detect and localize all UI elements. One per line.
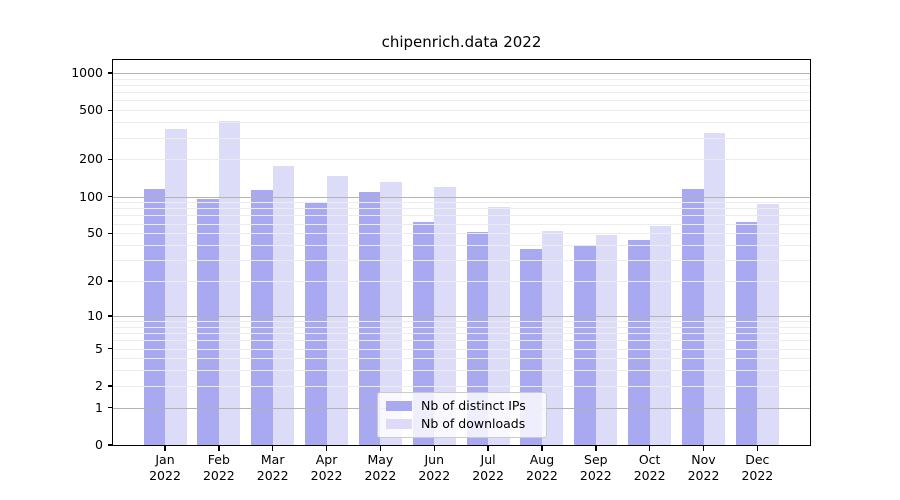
bar-downloads-jul — [488, 207, 510, 445]
bar-ips-feb — [197, 198, 219, 445]
y-tick-mark-50 — [108, 232, 112, 235]
x-tick-mark-feb — [218, 446, 220, 451]
bar-ips-oct — [628, 240, 650, 445]
legend-swatch-downloads — [386, 418, 412, 429]
legend-swatch-distinct-ips — [386, 401, 412, 412]
gridline-minor-900 — [113, 78, 810, 80]
bar-downloads-mar — [272, 165, 295, 445]
x-tick-mark-sep — [595, 446, 597, 451]
gridline-minor-600 — [113, 100, 810, 102]
y-tick-label-500: 500 — [79, 102, 103, 118]
y-tick-mark-10 — [108, 315, 112, 317]
gridline-minor-700 — [113, 92, 810, 94]
legend-label-downloads: Nb of downloads — [421, 415, 526, 431]
x-tick-label-oct: Oct 2022 — [633, 452, 666, 483]
x-tick-mark-jan — [164, 446, 166, 451]
x-tick-mark-apr — [325, 446, 328, 451]
x-tick-mark-jul — [487, 446, 489, 451]
bar-downloads-dec — [757, 203, 779, 445]
bar-ips-sep — [574, 245, 596, 445]
bar-downloads-jan — [165, 128, 187, 445]
legend: Nb of distinct IPs Nb of downloads — [377, 392, 547, 438]
bar-ips-apr — [305, 202, 327, 445]
y-tick-label-20: 20 — [87, 273, 103, 289]
x-tick-label-dec: Dec 2022 — [741, 452, 774, 483]
y-tick-label-100: 100 — [79, 188, 103, 204]
legend-label-distinct-ips: Nb of distinct IPs — [421, 398, 526, 414]
chart-title: chipenrich.data 2022 — [381, 33, 542, 51]
y-tick-label-1000: 1000 — [71, 65, 103, 80]
y-tick-label-1: 1 — [95, 399, 103, 415]
y-tick-label-10: 10 — [87, 307, 103, 323]
bar-ips-may — [358, 192, 381, 445]
x-tick-label-jul: Jul 2022 — [472, 452, 504, 483]
x-tick-label-may: May 2022 — [364, 452, 397, 483]
bar-downloads-apr — [326, 175, 349, 445]
x-tick-label-sep: Sep 2022 — [579, 452, 612, 483]
legend-item-downloads: Nb of downloads — [386, 415, 538, 431]
x-tick-label-aug: Aug 2022 — [526, 452, 558, 483]
x-tick-mark-jun — [433, 446, 435, 451]
bar-downloads-oct — [649, 226, 672, 445]
bar-ips-dec — [735, 221, 758, 445]
gridline-minor-500 — [113, 110, 810, 112]
bar-downloads-aug — [541, 231, 564, 445]
bar-downloads-nov — [703, 132, 725, 445]
bar-downloads-may — [380, 182, 402, 445]
y-tick-mark-2 — [108, 385, 112, 387]
gridline-minor-400 — [113, 122, 810, 124]
legend-item-distinct-ips: Nb of distinct IPs — [386, 399, 538, 413]
y-tick-label-200: 200 — [79, 151, 103, 167]
x-tick-mark-may — [379, 446, 382, 451]
bar-ips-jul — [466, 232, 489, 445]
bar-downloads-feb — [218, 120, 241, 445]
x-tick-label-mar: Mar 2022 — [256, 452, 289, 483]
y-tick-label-50: 50 — [87, 225, 103, 241]
y-tick-label-5: 5 — [95, 340, 103, 356]
gridline-major-1000 — [113, 73, 810, 74]
y-tick-label-0: 0 — [95, 437, 103, 452]
bar-ips-nov — [682, 189, 704, 445]
x-tick-mark-nov — [702, 446, 705, 451]
y-tick-mark-500 — [108, 109, 112, 112]
x-tick-label-feb: Feb 2022 — [202, 452, 235, 483]
y-tick-mark-20 — [108, 280, 112, 282]
plot-area — [113, 60, 810, 445]
x-tick-mark-aug — [541, 446, 543, 451]
x-tick-mark-mar — [271, 446, 274, 451]
x-tick-label-jun: Jun 2022 — [418, 452, 451, 483]
y-tick-mark-200 — [108, 158, 112, 161]
y-tick-mark-1 — [108, 406, 112, 409]
x-tick-label-nov: Nov 2022 — [687, 452, 720, 483]
x-tick-mark-dec — [756, 446, 759, 451]
bar-ips-jan — [143, 189, 165, 445]
bar-ips-mar — [251, 189, 273, 445]
y-tick-mark-1000 — [108, 72, 112, 74]
y-tick-mark-100 — [108, 195, 112, 198]
y-tick-label-2: 2 — [95, 377, 103, 393]
y-tick-mark-5 — [108, 347, 112, 350]
x-tick-mark-oct — [648, 446, 651, 451]
x-tick-label-jan: Jan 2022 — [149, 452, 181, 483]
y-tick-mark-0 — [108, 444, 112, 446]
x-tick-label-apr: Apr 2022 — [310, 452, 343, 483]
gridline-minor-800 — [113, 85, 810, 86]
bar-downloads-sep — [595, 235, 618, 445]
